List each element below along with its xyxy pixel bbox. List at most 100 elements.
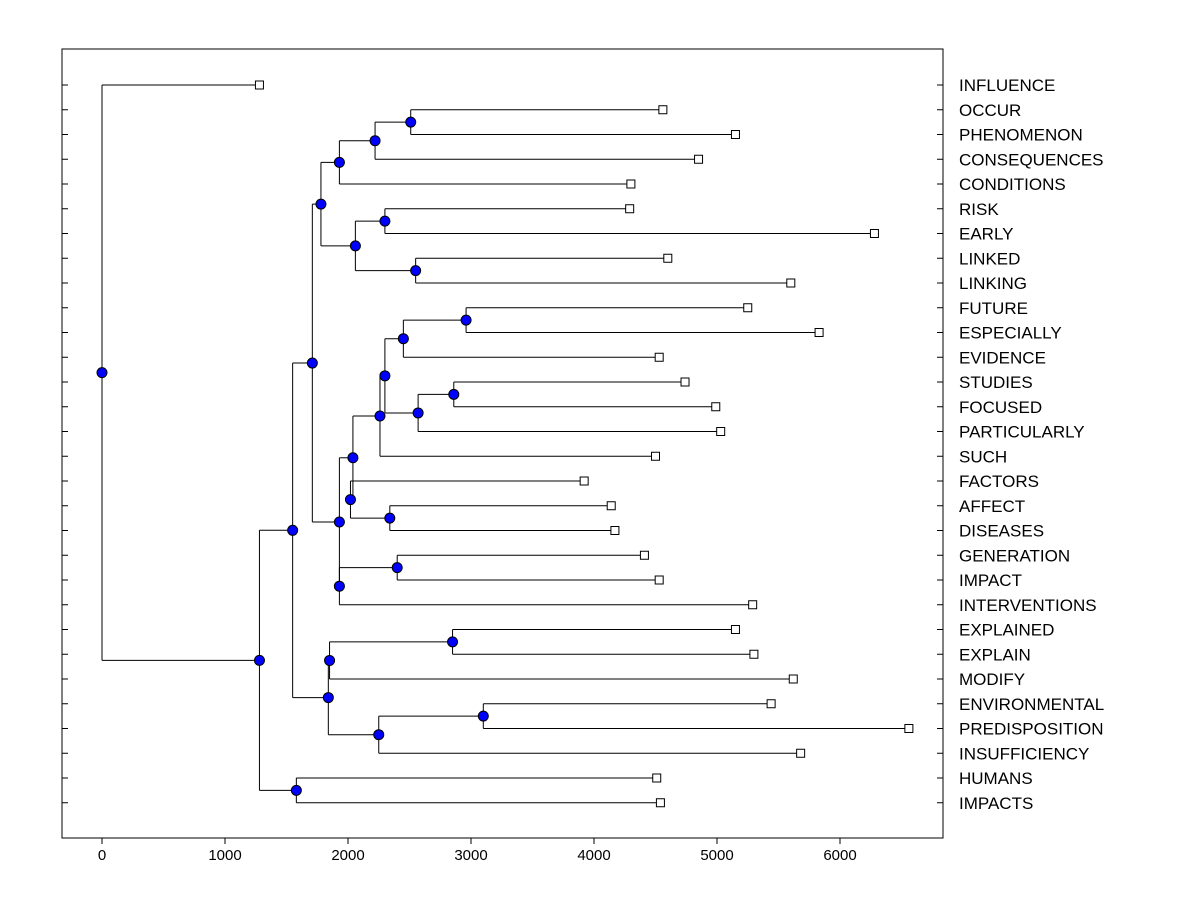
leaf-marker-environmental [766,699,776,709]
leaf-marker-evidence [654,352,664,362]
leaf-label-insufficiency: INSUFFICIENCY [959,744,1089,763]
leaf-label-linked: LINKED [959,249,1020,268]
merge-node-n_fee_sfp [379,370,391,382]
leaf-marker-risk [625,204,635,214]
leaf-marker-phenomenon [730,130,740,139]
leaf-marker-explained [730,625,740,634]
leaf-marker-influence [254,80,264,90]
merge-node-n_fe_evid [397,333,409,345]
leaf-label-explained: EXPLAINED [959,621,1054,640]
leaf-marker-focused [711,402,721,412]
merge-node-n_sf_part [412,407,424,419]
x-tick-label: 2000 [331,847,364,864]
merge-node-n_ul [287,524,299,536]
leaf-label-modify: MODIFY [959,670,1025,689]
leaf-marker-insufficiency [796,748,806,758]
merge-node-n_upper [306,357,318,369]
leaf-label-predisposition: PREDISPOSITION [959,720,1104,739]
merge-node-n_expd_exp [447,636,459,648]
merge-node-n_fact_ad [344,494,356,506]
merge-node-n_top [315,198,327,210]
leaf-marker-explain [749,649,759,659]
leaf-marker-particularly [716,427,726,436]
x-tick-label: 4000 [577,847,610,864]
leaf-marker-interventions [748,600,758,610]
merge-node-n_aff_dis [384,512,396,524]
merge-node-n_gen_imp [391,562,403,574]
leaf-marker-linking [786,278,796,288]
x-tick-label: 5000 [700,847,733,864]
leaf-marker-humans [652,773,662,783]
leaf-marker-impact [654,575,664,585]
leaf-label-such: SUCH [959,447,1007,466]
merge-node-n_occur_phen [405,116,417,128]
leaf-label-factors: FACTORS [959,472,1039,491]
merge-node-n_ep_ins [373,729,385,741]
leaf-label-particularly: PARTICULARLY [959,423,1085,442]
leaf-label-especially: ESPECIALLY [959,324,1062,343]
leaf-marker-early [869,229,879,238]
leaf-label-conditions: CONDITIONS [959,175,1066,194]
leaf-label-occur: OCCUR [959,101,1021,120]
leaf-marker-linked [663,253,673,263]
leaf-marker-affect [606,501,616,511]
dendrogram-nodes [96,80,914,808]
x-tick-label: 0 [98,847,106,864]
merge-node-n_linked_linking [410,265,422,277]
leaf-label-explain: EXPLAIN [959,645,1031,664]
leaf-marker-such [651,451,660,461]
leaf-label-linking: LINKING [959,274,1027,293]
leaf-label-early: EARLY [959,225,1014,244]
dendrogram-branches [101,84,909,804]
merge-node-n_re_ll [349,240,361,252]
leaf-label-interventions: INTERVENTIONS [959,596,1097,615]
leaf-marker-studies [680,377,690,387]
leaf-label-environmental: ENVIRONMENTAL [959,695,1104,714]
x-tick-label: 3000 [454,847,487,864]
merge-node-n_big [253,654,265,666]
leaf-label-generation: GENERATION [959,546,1070,565]
merge-node-n_root [96,367,108,379]
leaf-marker-modify [788,674,798,684]
leaf-label-evidence: EVIDENCE [959,348,1046,367]
leaf-label-impact: IMPACT [959,571,1022,590]
leaf-label-phenomenon: PHENOMENON [959,126,1083,145]
leaf-labels: INFLUENCE OCCUR PHENOMENON CONSEQUENCES COND… [959,76,1104,813]
merge-node-n_future_esp [460,314,472,326]
leaf-label-affect: AFFECT [959,497,1025,516]
leaf-marker-impacts [655,798,665,808]
leaf-marker-occur [658,105,668,115]
merge-node-n_gi_int [333,580,345,592]
merge-node-n_op_cons [369,135,381,147]
merge-node-n_mid [333,516,345,528]
merge-node-n_lower [322,692,334,704]
leaf-marker-consequences [694,154,704,164]
leaf-label-future: FUTURE [959,299,1028,318]
leaf-label-risk: RISK [959,200,999,219]
leaf-marker-predisposition [904,724,914,733]
merge-node-n_env_pred [477,710,489,722]
leaf-label-consequences: CONSEQUENCES [959,150,1104,169]
plot-frame [61,48,944,839]
leaf-label-focused: FOCUSED [959,398,1042,417]
merge-node-n_stud_foc [448,388,460,400]
leaf-marker-diseases [610,526,620,535]
axis-ticks: 0 1000 2000 3000 4000 5000 6000 [62,84,943,864]
x-tick-label: 1000 [208,847,241,864]
leaf-marker-factors [579,476,589,486]
leaf-marker-especially [814,328,824,337]
leaf-marker-generation [639,550,649,560]
leaf-marker-conditions [626,179,636,189]
merge-node-n_x_such [374,410,386,422]
leaf-label-impacts: IMPACTS [959,794,1033,813]
leaf-label-diseases: DISEASES [959,522,1044,541]
leaf-label-influence: INFLUENCE [959,76,1055,95]
merge-node-n_risk_early [379,215,391,227]
merge-node-n_xs_fad [347,452,359,464]
merge-node-n_hum_imps [290,784,302,796]
leaf-label-studies: STUDIES [959,373,1033,392]
merge-node-n_ee_mod [324,654,336,666]
leaf-label-humans: HUMANS [959,769,1033,788]
x-tick-label: 6000 [823,847,856,864]
